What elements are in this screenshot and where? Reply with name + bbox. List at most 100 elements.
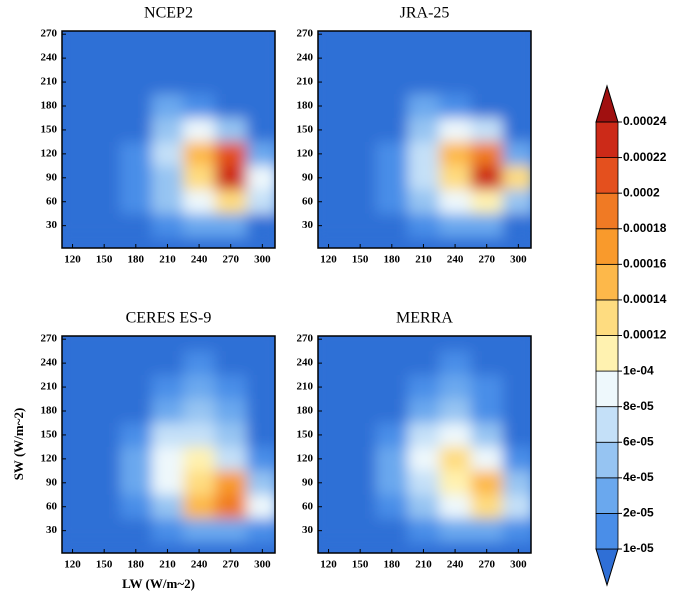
y-tick-label: 90 — [46, 476, 58, 488]
density-cell — [214, 94, 248, 119]
density-cell — [502, 422, 531, 448]
x-tick-label: 210 — [159, 559, 176, 571]
density-cell — [502, 141, 531, 167]
density-cell — [214, 70, 248, 95]
x-tick-label: 270 — [478, 559, 495, 571]
density-cell — [246, 189, 275, 215]
density-cell — [439, 518, 472, 544]
density-cell — [470, 518, 504, 544]
density-cell — [344, 165, 377, 191]
density-field — [318, 31, 531, 239]
density-cell — [151, 446, 184, 472]
density-cell — [502, 351, 531, 376]
density-cell — [183, 94, 216, 119]
density-cell — [62, 117, 89, 143]
density-cell — [502, 375, 531, 400]
density-cell — [88, 336, 121, 352]
y-tick-label: 270 — [41, 333, 58, 345]
x-tick-label: 300 — [510, 254, 527, 266]
y-tick-label: 270 — [41, 28, 58, 40]
density-cell — [470, 351, 504, 376]
x-tick-label: 180 — [128, 559, 145, 571]
density-cell — [246, 375, 275, 400]
density-cell — [375, 189, 409, 215]
density-cell — [151, 189, 184, 215]
density-cell — [439, 422, 472, 448]
density-cell — [246, 470, 275, 496]
plot-frame — [61, 335, 276, 554]
density-cell — [119, 494, 153, 520]
y-tick-label: 210 — [297, 76, 314, 88]
density-cell — [214, 422, 248, 448]
density-cell — [344, 422, 377, 448]
density-cell — [375, 375, 409, 400]
panel-title: NCEP2 — [144, 5, 193, 22]
density-cell — [502, 117, 531, 143]
density-cell — [214, 399, 248, 424]
density-cell — [246, 494, 275, 520]
density-cell — [119, 351, 153, 376]
density-cell — [375, 351, 409, 376]
density-cell — [119, 399, 153, 424]
density-cell — [439, 399, 472, 424]
density-cell — [375, 70, 409, 95]
density-cell — [183, 46, 216, 71]
x-tick-label: 180 — [384, 254, 401, 266]
density-cell — [439, 94, 472, 119]
colorbar-segment — [595, 370, 619, 408]
y-tick-label: 210 — [41, 76, 58, 88]
density-cell — [470, 189, 504, 215]
density-cell — [344, 117, 377, 143]
density-cell — [318, 46, 345, 71]
density-cell — [439, 189, 472, 215]
panel: 120 150 180 210 240 270 300 30 60 90 120 150 180 210 2… — [297, 5, 532, 266]
density-cell — [62, 213, 89, 239]
density-cell — [62, 351, 89, 376]
density-cell — [62, 189, 89, 215]
density-cell — [470, 399, 504, 424]
density-cell — [246, 336, 275, 352]
density-cell — [214, 31, 248, 47]
y-tick-label: 120 — [297, 147, 314, 159]
density-cell — [214, 141, 248, 167]
density-cell — [119, 375, 153, 400]
density-cell — [407, 46, 440, 71]
density-cell — [439, 46, 472, 71]
density-cell — [214, 375, 248, 400]
plot-frame — [317, 335, 532, 554]
density-cell — [119, 31, 153, 47]
density-cell — [151, 375, 184, 400]
density-cell — [502, 399, 531, 424]
density-cell — [407, 446, 440, 472]
y-tick-label: 240 — [41, 357, 58, 369]
density-cell — [344, 94, 377, 119]
x-tick-label: 270 — [478, 254, 495, 266]
density-cell — [183, 375, 216, 400]
x-tick-label: 120 — [64, 559, 81, 571]
density-cell — [407, 70, 440, 95]
x-tick-label: 210 — [159, 254, 176, 266]
density-cell — [375, 422, 409, 448]
colorbar-segment — [595, 406, 619, 443]
density-cell — [119, 46, 153, 71]
density-cell — [183, 31, 216, 47]
density-cell — [246, 141, 275, 167]
density-cell — [151, 46, 184, 71]
density-cell — [62, 141, 89, 167]
density-cell — [88, 470, 121, 496]
density-cell — [375, 213, 409, 239]
density-cell — [214, 494, 248, 520]
density-cell — [470, 117, 504, 143]
panel: 120 150 180 210 240 270 300 30 60 90 120 150 180 210 2… — [41, 5, 276, 266]
density-cell — [62, 446, 89, 472]
y-tick-label: 90 — [46, 171, 58, 183]
y-tick-label: 120 — [41, 147, 58, 159]
colorbar-low — [595, 548, 619, 587]
panel-title: CERES ES-9 — [126, 310, 212, 327]
density-cell — [470, 336, 504, 352]
density-cell — [183, 165, 216, 191]
density-cell — [375, 470, 409, 496]
x-tick-label: 300 — [510, 559, 527, 571]
density-cell — [318, 494, 345, 520]
density-cell — [318, 31, 345, 47]
